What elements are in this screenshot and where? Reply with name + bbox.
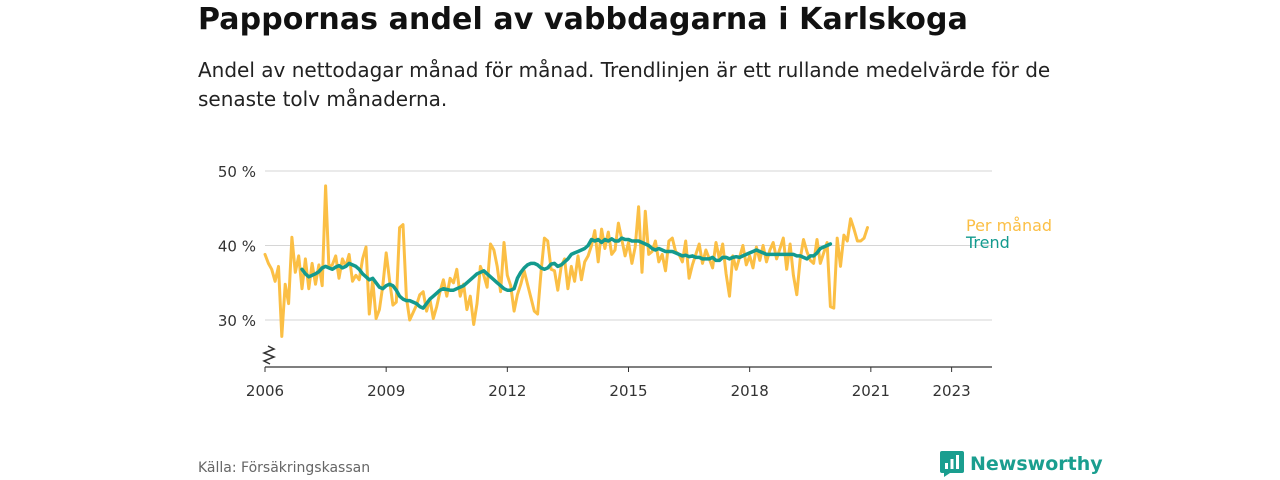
- y-tick-label: 50 %: [218, 163, 256, 181]
- x-tick-label: 2015: [609, 382, 647, 400]
- y-tick-label: 30 %: [218, 312, 256, 330]
- bar-chart-icon: [940, 451, 964, 477]
- y-tick-labels: 30 % 40 % 50 %: [218, 163, 256, 330]
- brand-name: Newsworthy: [970, 453, 1103, 475]
- axis-break-mark: [261, 345, 277, 365]
- series-line-1: [300, 236, 833, 310]
- x-axis: [261, 345, 992, 368]
- chart-subtitle: Andel av nettodagar månad för månad. Tre…: [198, 58, 1051, 111]
- legend-label-1: Trend: [965, 233, 1010, 252]
- x-tick-label: 2012: [488, 382, 526, 400]
- x-tick-label: 2009: [367, 382, 405, 400]
- series-lines: [263, 184, 869, 338]
- x-tick-labels: 2006 2009 2012 2015 2018 2021 2023: [246, 367, 971, 400]
- x-tick-label: 2023: [933, 382, 971, 400]
- series-line-0: [263, 184, 869, 338]
- source-note: Källa: Försäkringskassan: [198, 460, 371, 476]
- legend-label-0: Per månad: [966, 216, 1052, 235]
- x-tick-label: 2021: [852, 382, 890, 400]
- x-tick-label: 2006: [246, 382, 284, 400]
- y-tick-label: 40 %: [218, 238, 256, 256]
- newsworthy-logo[interactable]: Newsworthy: [940, 451, 1103, 477]
- chart-title: Pappornas andel av vabbdagarna i Karlsko…: [198, 2, 968, 37]
- x-tick-label: 2018: [731, 382, 769, 400]
